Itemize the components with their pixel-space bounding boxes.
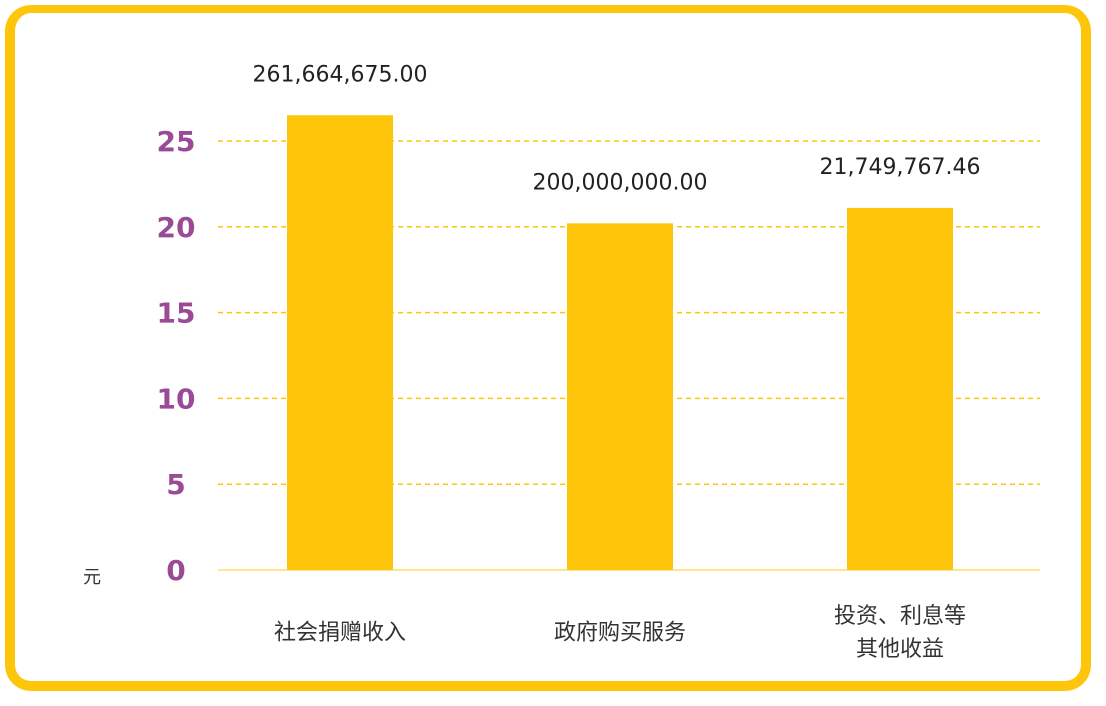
bar <box>567 223 673 571</box>
y-tick-label: 10 <box>157 382 196 415</box>
bar <box>847 207 953 570</box>
y-tick-label: 5 <box>166 468 185 501</box>
y-tick-label: 0 <box>166 554 185 587</box>
bar <box>287 115 393 570</box>
x-tick-label: 投资、利息等 其他收益 <box>833 604 966 662</box>
y-tick-label: 20 <box>157 211 196 244</box>
x-tick-label: 政府购买服务 <box>553 620 686 646</box>
y-unit-label: 元 <box>83 567 101 588</box>
value-annotation: 21,749,767.46 <box>820 155 981 180</box>
value-annotation: 261,664,675.00 <box>253 62 428 87</box>
x-tick-label: 社会捐赠收入 <box>273 620 406 646</box>
y-tick-label: 25 <box>157 125 196 158</box>
y-tick-label: 15 <box>157 297 196 330</box>
card-frame <box>5 5 1091 691</box>
value-annotation: 200,000,000.00 <box>533 170 708 195</box>
